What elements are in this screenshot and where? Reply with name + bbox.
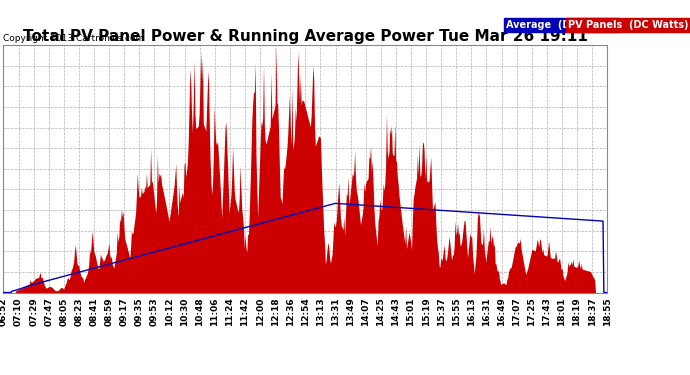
Text: Average  (DC Watts): Average (DC Watts) [506, 20, 618, 30]
Title: Total PV Panel Power & Running Average Power Tue Mar 26 19:11: Total PV Panel Power & Running Average P… [23, 29, 588, 44]
Text: Copyright 2013 Cartronics.com: Copyright 2013 Cartronics.com [3, 33, 145, 42]
Text: PV Panels  (DC Watts): PV Panels (DC Watts) [568, 20, 689, 30]
